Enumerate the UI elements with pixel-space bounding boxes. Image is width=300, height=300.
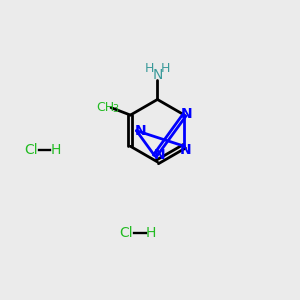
Text: 3: 3 [113, 104, 119, 114]
Text: N: N [152, 68, 163, 82]
Text: N: N [135, 124, 147, 138]
Text: H: H [161, 62, 170, 75]
Text: H: H [50, 143, 61, 157]
Text: CH: CH [97, 100, 115, 114]
Text: N: N [181, 107, 193, 121]
Text: H: H [146, 226, 156, 240]
Text: Cl: Cl [24, 143, 38, 157]
Text: N: N [153, 148, 165, 162]
Text: Cl: Cl [119, 226, 133, 240]
Text: H: H [144, 62, 154, 75]
Text: N: N [180, 143, 191, 157]
